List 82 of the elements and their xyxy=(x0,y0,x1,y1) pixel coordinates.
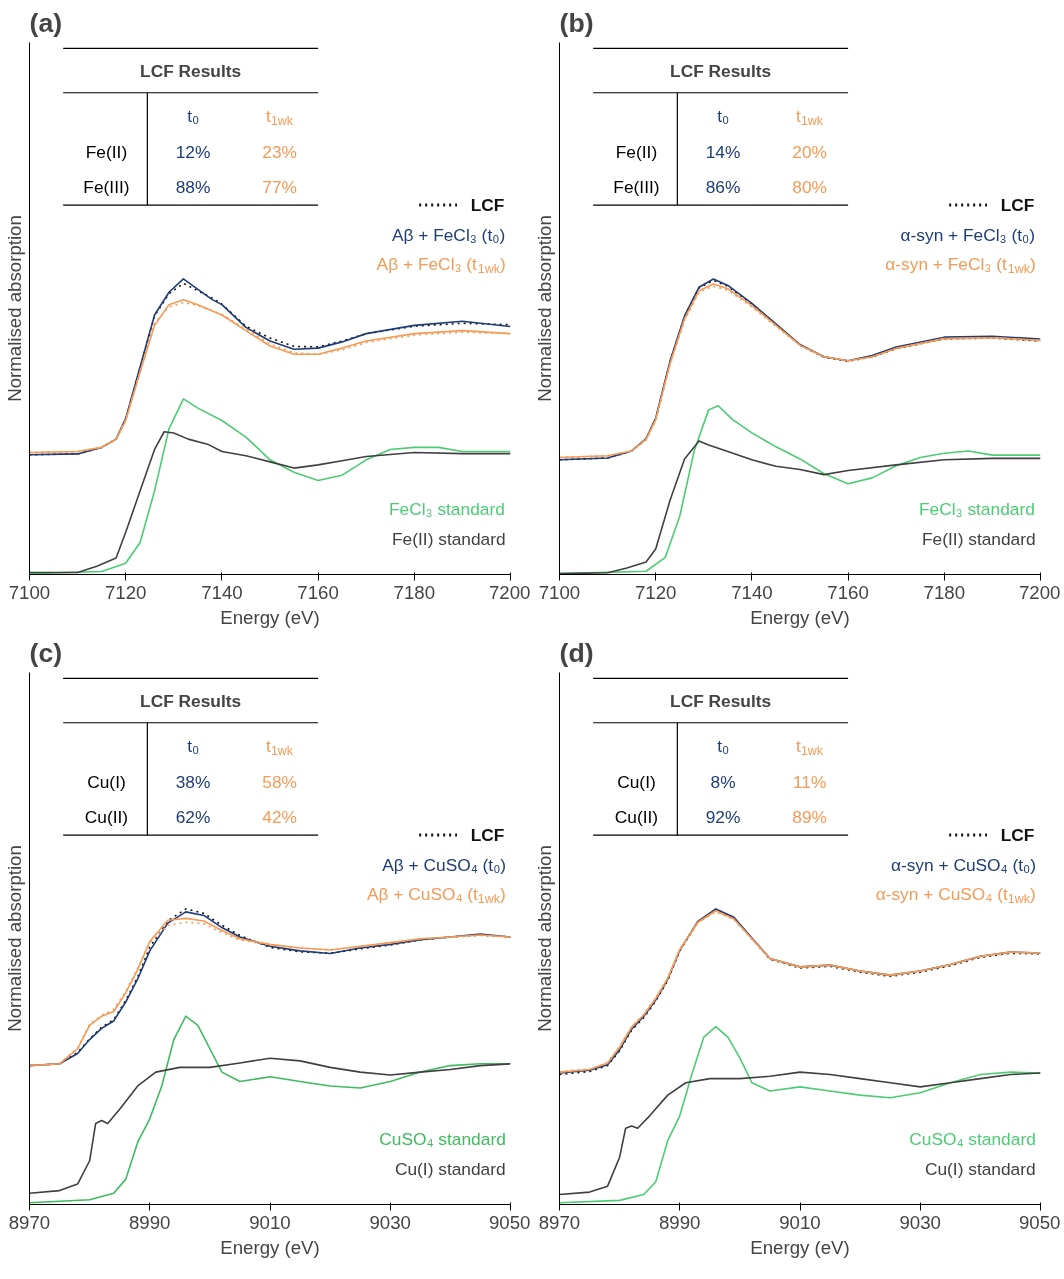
text: 88% xyxy=(175,177,211,198)
text: 92% xyxy=(705,807,741,828)
x-tick-label: 7200 xyxy=(1019,581,1061,603)
y-axis-title: Normalised absorption xyxy=(533,845,555,1032)
y-axis-title: Normalised absorption xyxy=(3,215,25,402)
x-tick-label: 9010 xyxy=(249,1211,291,1233)
x-tick-label: 8990 xyxy=(129,1211,171,1233)
text: Cu(I) standard xyxy=(924,1159,1036,1180)
text: FeCl₃ standard xyxy=(918,499,1035,520)
chart-title: (a) xyxy=(29,7,63,38)
text: 23% xyxy=(262,141,297,162)
text: 8% xyxy=(710,771,736,792)
text: 80% xyxy=(792,177,827,198)
text: LCF Results xyxy=(140,690,242,711)
text: 12% xyxy=(175,141,211,162)
text: Cu(II) xyxy=(84,807,129,828)
series-label: CuSO₄ standard xyxy=(909,1129,1036,1150)
x-tick-label: 9050 xyxy=(1019,1211,1061,1233)
x-tick-label: 7180 xyxy=(393,581,436,603)
x-tick-label: 7160 xyxy=(827,581,869,603)
text: 20% xyxy=(792,141,827,162)
x-tick-label: 8970 xyxy=(538,1211,581,1233)
text: Fe(II) xyxy=(85,141,128,162)
x-tick-label: 7160 xyxy=(297,581,339,603)
text: 58% xyxy=(262,771,297,792)
y-axis-title: Normalised absorption xyxy=(533,215,555,402)
text: Fe(II) xyxy=(615,141,658,162)
x-tick-label: 9010 xyxy=(779,1211,821,1233)
text: 86% xyxy=(705,177,741,198)
text: t₀ xyxy=(717,736,730,757)
text: 14% xyxy=(705,141,741,162)
x-tick-label: 9030 xyxy=(369,1211,412,1233)
legend-label: LCF xyxy=(470,195,505,216)
text: Aβ + CuSO₄ (t₀) xyxy=(382,854,507,875)
x-tick-label: 7180 xyxy=(923,581,966,603)
x-axis-title: Energy (eV) xyxy=(220,1236,320,1258)
text: Cu(I) xyxy=(617,771,656,792)
text: Cu(II) xyxy=(614,807,659,828)
text: 77% xyxy=(262,177,297,198)
x-tick-label: 7100 xyxy=(8,581,51,603)
text: Fe(II) standard xyxy=(922,529,1036,550)
x-tick-label: 8970 xyxy=(8,1211,51,1233)
x-tick-label: 7200 xyxy=(489,581,531,603)
x-axis-title: Energy (eV) xyxy=(750,1236,850,1258)
legend-label: LCF xyxy=(1000,825,1035,846)
x-tick-label: 7120 xyxy=(104,581,147,603)
text: 42% xyxy=(262,807,297,828)
x-tick-label: 7100 xyxy=(538,581,581,603)
text: Aβ + FeCl₃ (t₀) xyxy=(391,224,506,245)
x-tick-label: 9030 xyxy=(899,1211,942,1233)
text: Fe(III) xyxy=(83,177,130,198)
chart-title: (d) xyxy=(559,637,594,668)
text: Cu(I) xyxy=(87,771,126,792)
chart-title: (c) xyxy=(29,637,63,668)
text: LCF Results xyxy=(670,690,772,711)
text: α-syn + CuSO₄ (t₀) xyxy=(890,854,1037,875)
x-axis-title: Energy (eV) xyxy=(750,606,850,628)
text: LCF Results xyxy=(140,60,242,81)
text: Fe(III) xyxy=(613,177,660,198)
x-tick-label: 9050 xyxy=(489,1211,531,1233)
x-axis-title: Energy (eV) xyxy=(220,606,320,628)
text: Cu(I) standard xyxy=(394,1159,506,1180)
legend-label: LCF xyxy=(470,825,505,846)
text: 62% xyxy=(175,807,211,828)
x-tick-label: 7120 xyxy=(634,581,677,603)
text: 11% xyxy=(792,771,827,792)
text: CuSO₄ standard xyxy=(379,1129,506,1150)
y-axis-title: Normalised absorption xyxy=(3,845,25,1032)
x-tick-label: 7140 xyxy=(201,581,243,603)
chart-title: (b) xyxy=(559,7,594,38)
text: 38% xyxy=(175,771,211,792)
legend-label: LCF xyxy=(1000,195,1035,216)
text: 89% xyxy=(792,807,827,828)
text: α-syn + FeCl₃ (t₀) xyxy=(900,224,1036,245)
text: t₀ xyxy=(717,106,730,127)
text: LCF Results xyxy=(670,60,772,81)
text: t₀ xyxy=(187,736,200,757)
text: t₀ xyxy=(187,106,200,127)
x-tick-label: 8990 xyxy=(659,1211,701,1233)
x-tick-label: 7140 xyxy=(731,581,773,603)
text: Fe(II) standard xyxy=(392,529,506,550)
text: FeCl₃ standard xyxy=(388,499,505,520)
